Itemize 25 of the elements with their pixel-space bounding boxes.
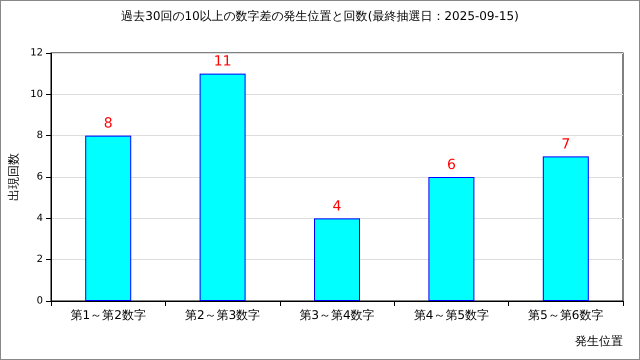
data-label: 7: [561, 136, 570, 152]
chart-title: 過去30回の10以上の数字差の発生位置と回数(最終抽選日：2025-09-15): [121, 9, 519, 23]
x-axis-title: 発生位置: [575, 334, 623, 348]
bar: [85, 136, 132, 301]
y-tick-label: 12: [30, 48, 43, 58]
y-tick-label: 0: [36, 296, 43, 306]
x-tick-label: 第3～第4数字: [299, 308, 375, 322]
data-label: 8: [104, 116, 113, 132]
bar: [428, 177, 474, 301]
x-tick-label: 第1～第2数字: [70, 308, 146, 322]
bar: [200, 74, 246, 301]
y-tick-label: 4: [36, 212, 43, 224]
y-axis-title: 出現回数: [6, 153, 20, 201]
x-tick-label: 第2～第3数字: [184, 308, 260, 322]
data-label: 6: [446, 157, 456, 173]
bar: [542, 156, 589, 301]
y-tick-label: 2: [36, 254, 43, 266]
x-tick-label: 第5～第6数字: [528, 308, 604, 322]
x-tick-label: 第4～第5数字: [414, 308, 490, 322]
data-label: 11: [214, 54, 232, 70]
data-label: 4: [332, 198, 342, 214]
y-tick-label: 6: [36, 172, 43, 182]
bar: [314, 218, 360, 301]
y-tick-label: 8: [36, 130, 43, 142]
y-tick-label: 10: [30, 88, 43, 100]
